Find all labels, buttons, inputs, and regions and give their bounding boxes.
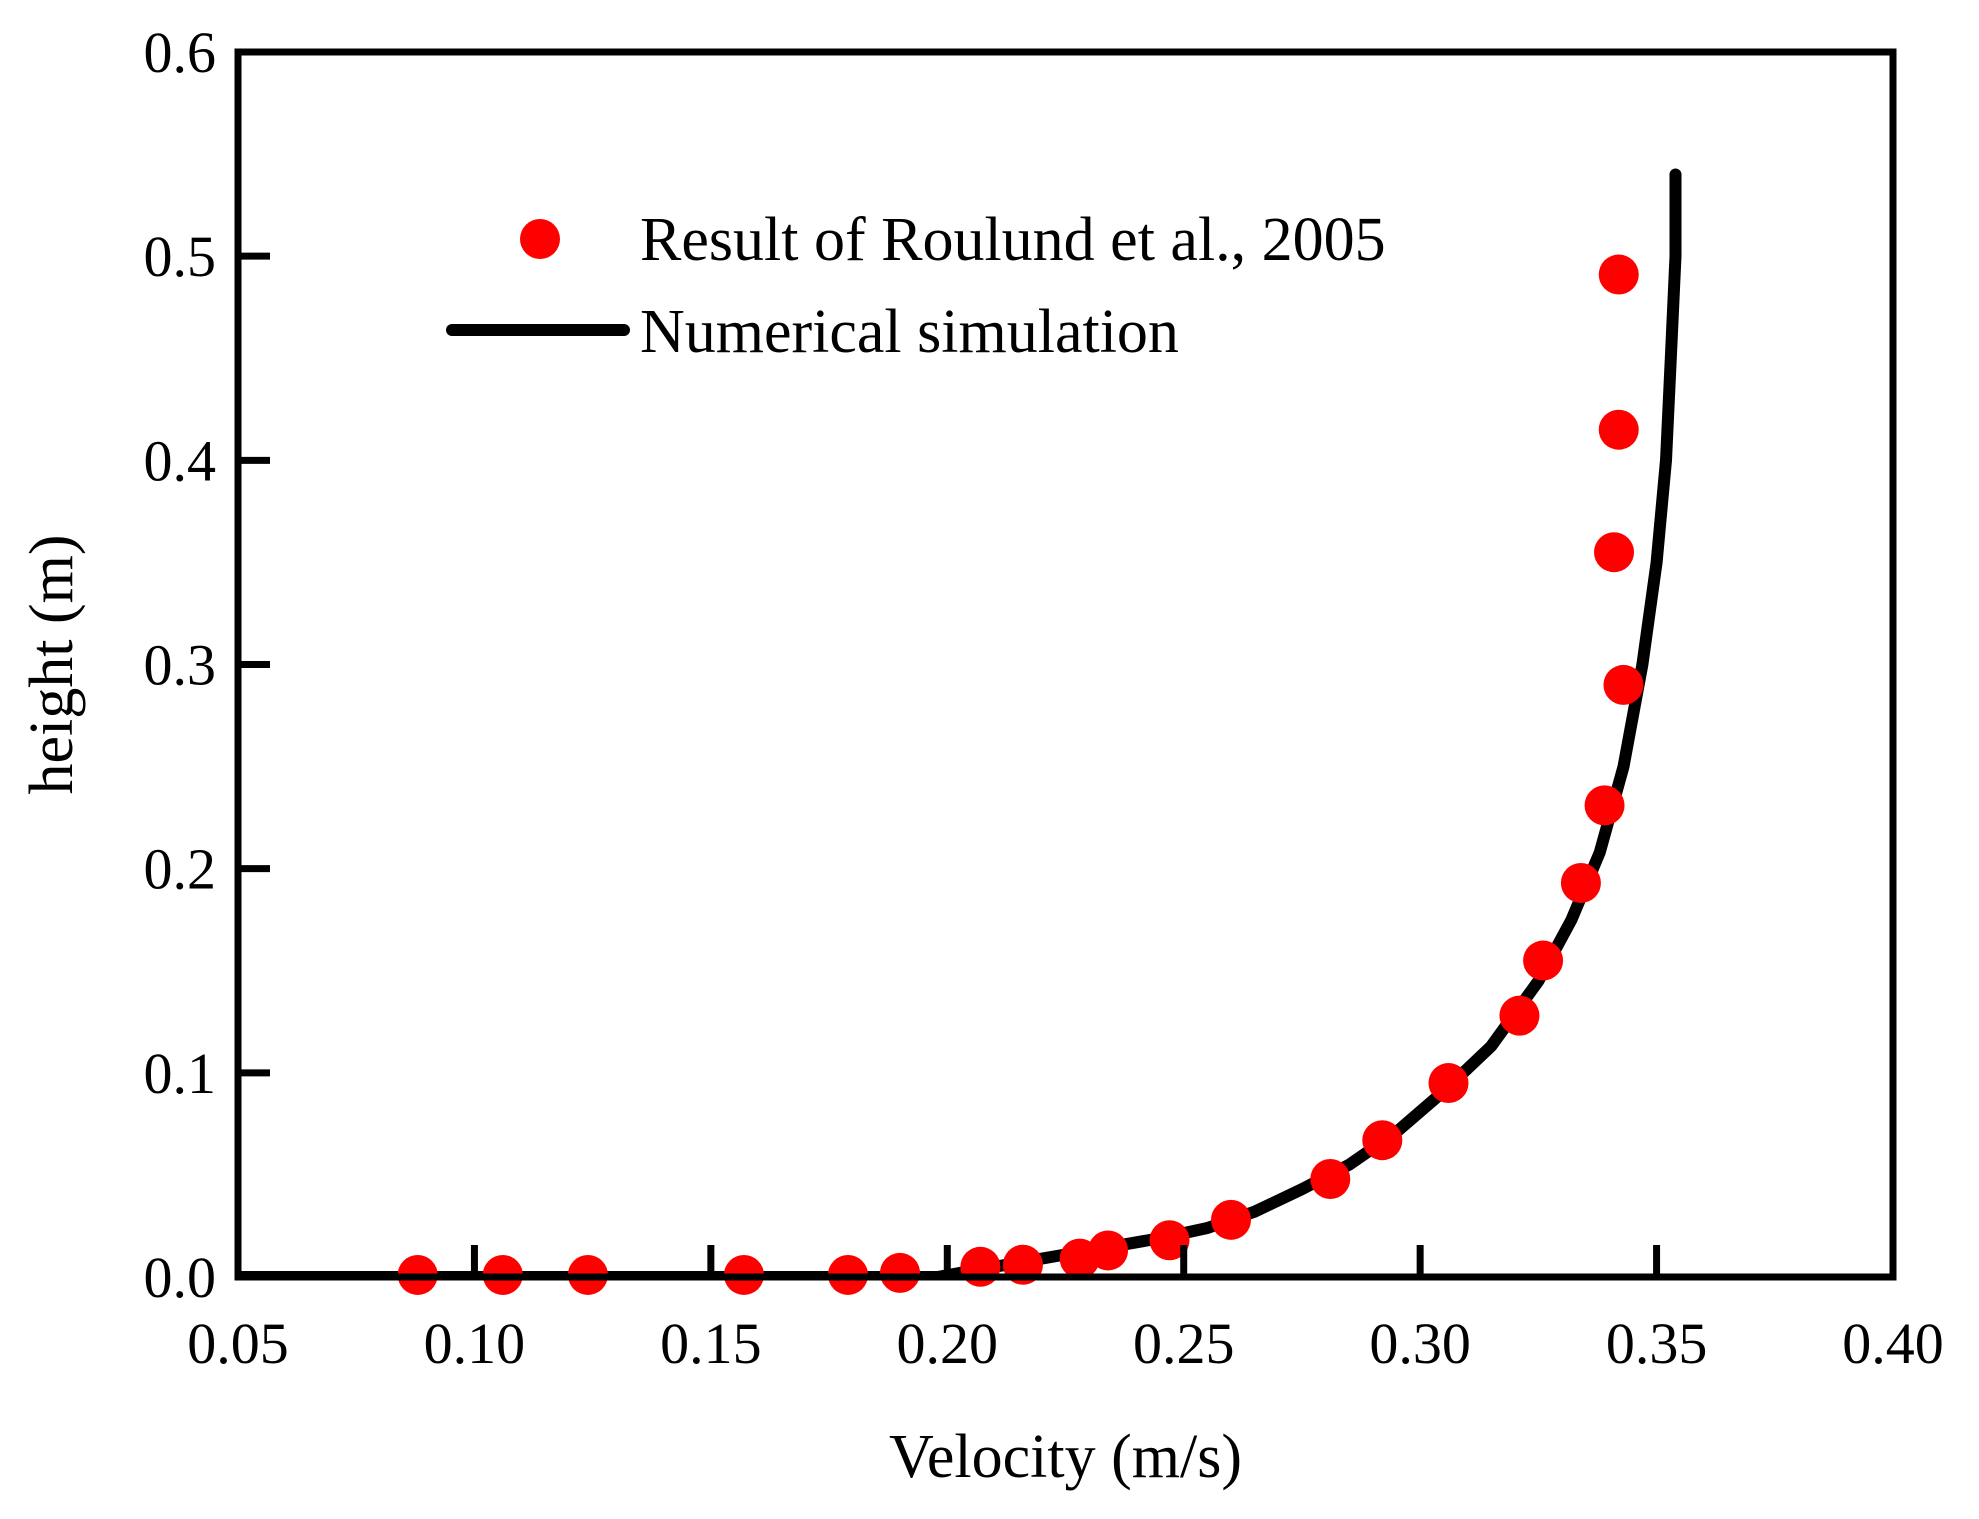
data-point-roulund xyxy=(1211,1199,1251,1240)
data-point-roulund xyxy=(880,1252,920,1293)
legend: Result of Roulund et al., 2005 Numerical… xyxy=(446,206,1386,366)
y-tick-label: 0.1 xyxy=(144,1041,217,1106)
x-tick-label: 0.20 xyxy=(897,1311,999,1376)
data-point-roulund xyxy=(1594,532,1635,573)
y-tick-label: 0.2 xyxy=(144,837,217,902)
x-tick-label: 0.15 xyxy=(660,1311,762,1376)
x-axis-title: Velocity (m/s) xyxy=(889,1423,1242,1491)
data-point-roulund xyxy=(1088,1230,1129,1271)
data-point-roulund xyxy=(1598,254,1639,295)
series-numerical-simulation-line xyxy=(238,168,1682,1277)
data-point-roulund xyxy=(1362,1120,1403,1161)
legend-label-simulation: Numerical simulation xyxy=(640,298,1179,366)
data-point-roulund xyxy=(1428,1063,1469,1104)
data-point-roulund xyxy=(1603,664,1644,705)
data-point-roulund xyxy=(960,1246,1001,1287)
data-point-roulund xyxy=(1310,1159,1351,1199)
x-tick-label: 0.30 xyxy=(1369,1311,1471,1376)
data-point-roulund xyxy=(1499,995,1540,1036)
data-point-roulund xyxy=(1598,409,1639,450)
data-point-roulund xyxy=(1149,1220,1190,1261)
y-axis-title: height (m) xyxy=(18,535,86,795)
data-point-roulund xyxy=(1523,940,1564,981)
axis-ticks: 0.05 0.10 0.15 0.20 0.25 0.30 0.35 0.40 0.0 0.1 0.… xyxy=(144,20,1944,1376)
data-point-roulund xyxy=(1560,862,1601,903)
x-tick-label: 0.10 xyxy=(424,1311,526,1376)
legend-marker-roulund xyxy=(520,219,560,259)
y-tick-label: 0.5 xyxy=(144,224,217,289)
x-tick-label: 0.25 xyxy=(1133,1311,1235,1376)
y-tick-label: 0.3 xyxy=(144,633,217,698)
x-tick-label: 0.05 xyxy=(187,1311,289,1376)
x-tick-label: 0.40 xyxy=(1842,1311,1944,1376)
x-tick-label: 0.35 xyxy=(1606,1311,1708,1376)
y-tick-label: 0.6 xyxy=(144,20,217,85)
y-tick-label: 0.4 xyxy=(144,428,217,493)
y-tick-label: 0.0 xyxy=(144,1245,217,1310)
data-point-roulund xyxy=(1584,785,1625,826)
legend-label-roulund: Result of Roulund et al., 2005 xyxy=(640,206,1386,274)
